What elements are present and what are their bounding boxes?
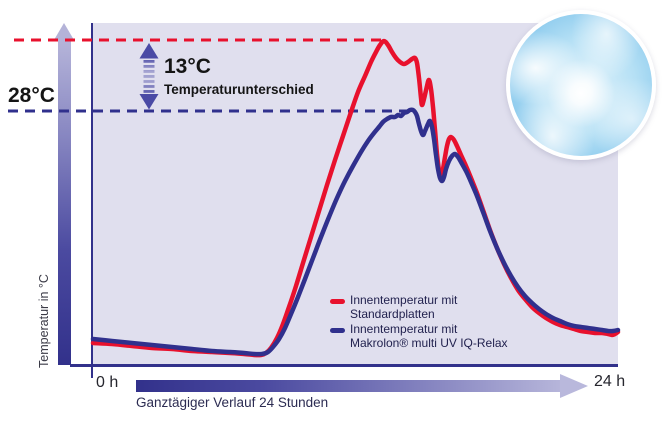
legend-swatch-red [330,299,345,304]
x-axis-start-label: 0 h [96,374,119,391]
y-axis-line [91,23,93,378]
y-axis-arrow-up-icon [54,23,74,40]
legend-item-standardplatten: Innentemperatur mit Standardplatten [330,293,508,321]
x-axis-end-label: 24 h [594,373,626,390]
sun-sky-photo-icon [506,10,656,160]
label-28c: 28°C [8,84,55,107]
legend-label: Innentemperatur mit Standardplatten [350,293,458,321]
x-axis-arrow-right-icon [560,374,588,398]
legend-line: Innentemperatur mit [350,322,458,336]
label-temperaturunterschied: Temperaturunterschied [164,82,314,97]
legend-item-makrolon: Innentemperatur mit Makrolon® multi UV I… [330,322,508,350]
legend-line: Makrolon® multi UV IQ-Relax [350,335,508,350]
chart-legend: Innentemperatur mit Standardplatten Inne… [330,293,508,352]
label-13c: 13°C [164,55,211,78]
legend-line: Innentemperatur mit [350,293,458,307]
legend-line: Standardplatten [350,306,435,321]
y-axis-title: Temperatur in °C [37,274,51,368]
x-axis-gradient-arrow [136,380,560,392]
x-axis-caption: Ganztägiger Verlauf 24 Stunden [136,395,329,410]
x-axis-line [70,364,618,367]
legend-swatch-blue [330,328,345,333]
y-axis-gradient-arrow [58,39,71,365]
legend-label: Innentemperatur mit Makrolon® multi UV I… [350,322,508,350]
